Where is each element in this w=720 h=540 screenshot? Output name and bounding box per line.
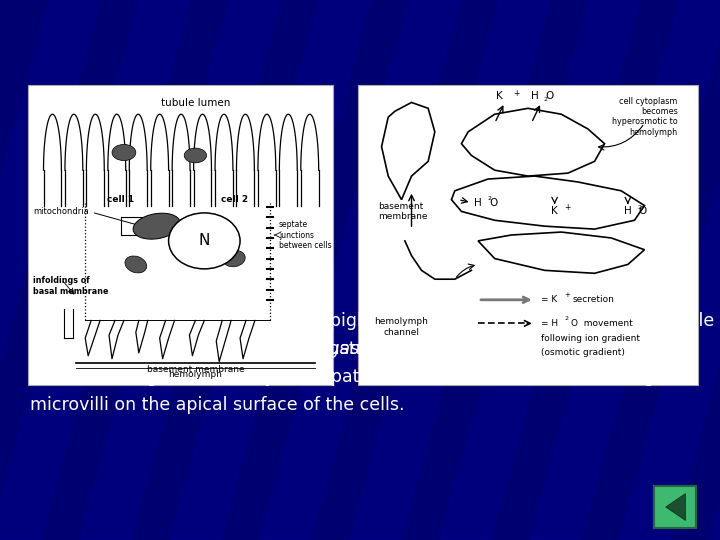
Text: (osmotic gradient): (osmotic gradient) (541, 348, 625, 357)
Text: segment of the last instar of: segment of the last instar of (30, 340, 283, 358)
Polygon shape (710, 0, 720, 540)
Polygon shape (478, 232, 644, 273)
Text: +: + (564, 292, 570, 299)
Polygon shape (462, 109, 605, 176)
Text: basement
membrane: basement membrane (378, 202, 428, 221)
Text: H: H (474, 198, 482, 207)
Text: +: + (564, 202, 571, 212)
Ellipse shape (168, 213, 240, 269)
Text: H: H (531, 91, 539, 101)
Ellipse shape (133, 213, 180, 239)
Text: 2: 2 (637, 205, 641, 210)
Polygon shape (80, 0, 280, 540)
Text: 2: 2 (564, 316, 569, 321)
Text: 2: 2 (544, 97, 548, 102)
Text: O: O (489, 198, 498, 207)
Polygon shape (0, 0, 190, 540)
Text: septate
junctions
between cells: septate junctions between cells (279, 220, 331, 250)
Text: cell 2: cell 2 (220, 195, 248, 204)
Text: infoldings of
basal membrane: infoldings of basal membrane (33, 276, 109, 295)
Polygon shape (170, 0, 370, 540)
Polygon shape (620, 0, 720, 540)
Text: H: H (624, 206, 631, 217)
Ellipse shape (184, 148, 207, 163)
Ellipse shape (223, 251, 246, 267)
Text: O: O (546, 91, 554, 101)
Text: Fig. The general structure of a Malpighian tubule cell from the proximal tubule: Fig. The general structure of a Malpighi… (30, 312, 714, 330)
Text: secretion: secretion (573, 295, 615, 305)
Bar (358, 85, 698, 385)
Polygon shape (260, 0, 460, 540)
Text: K: K (552, 206, 558, 217)
Text: hemolymph: hemolymph (168, 370, 222, 380)
Text: cell cytoplasm
becomes
hyperosmotic to
hemolymph: cell cytoplasm becomes hyperosmotic to h… (612, 97, 678, 137)
Polygon shape (451, 176, 644, 229)
Text: N: N (199, 233, 210, 248)
Text: cell 1: cell 1 (107, 195, 135, 204)
Text: +: + (513, 89, 519, 98)
Text: = H: = H (541, 319, 559, 328)
Text: mitochondria: mitochondria (33, 207, 139, 225)
Polygon shape (382, 103, 435, 200)
Text: hemolymph
channel: hemolymph channel (374, 318, 428, 337)
Bar (654, 486, 696, 528)
Text: basal infoldings, a relatively short path across the narrow cell, and long: basal infoldings, a relatively short pat… (30, 368, 655, 386)
Ellipse shape (125, 256, 147, 273)
Ellipse shape (112, 144, 136, 160)
Text: O  movement: O movement (571, 319, 633, 328)
Text: tubule lumen: tubule lumen (161, 98, 230, 108)
Text: K: K (496, 91, 503, 101)
Text: following ion gradient: following ion gradient (541, 334, 640, 342)
Text: basement membrane: basement membrane (147, 365, 244, 374)
Text: 2: 2 (487, 195, 491, 201)
Text: = K: = K (541, 295, 557, 305)
Polygon shape (666, 494, 685, 521)
Text: Drosophila melanogaster: Drosophila melanogaster (165, 340, 384, 358)
Text: that illustrates extensive: that illustrates extensive (269, 340, 490, 358)
Polygon shape (0, 0, 100, 540)
Bar (28, 85, 333, 385)
Polygon shape (350, 0, 550, 540)
Text: O: O (639, 206, 647, 217)
Text: microvilli on the apical surface of the cells.: microvilli on the apical surface of the … (30, 396, 405, 414)
Polygon shape (530, 0, 720, 540)
Polygon shape (440, 0, 640, 540)
